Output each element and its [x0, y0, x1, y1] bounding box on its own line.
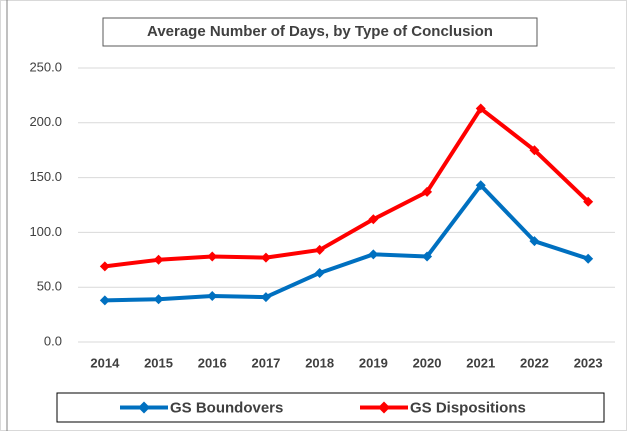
point-marker	[529, 145, 540, 156]
point-marker	[99, 295, 110, 306]
point-marker	[422, 186, 433, 197]
legend-marker	[138, 401, 150, 414]
y-tick-label: 50.0	[37, 279, 62, 294]
legend-label: GS Dispositions	[410, 399, 526, 416]
x-tick-label: 2019	[359, 355, 388, 370]
x-tick-label: 2017	[251, 355, 280, 370]
y-tick-label: 250.0	[29, 59, 62, 74]
x-tick-label: 2022	[520, 355, 549, 370]
point-marker	[368, 214, 379, 225]
point-marker	[583, 196, 594, 207]
point-marker	[153, 294, 164, 305]
point-marker	[475, 180, 486, 191]
x-tick-label: 2014	[90, 355, 120, 370]
point-marker	[99, 261, 110, 272]
series-line	[104, 183, 589, 303]
x-tick-label: 2020	[413, 355, 442, 370]
y-tick-label: 100.0	[29, 224, 62, 239]
y-tick-label: 150.0	[29, 169, 62, 184]
series-line	[104, 106, 590, 269]
point-marker	[422, 251, 433, 262]
point-marker	[207, 290, 218, 301]
point-marker	[314, 267, 325, 278]
point-marker	[475, 103, 486, 114]
legend-marker	[378, 401, 390, 414]
chart-title: Average Number of Days, by Type of Concl…	[147, 23, 493, 40]
point-marker	[314, 244, 325, 255]
x-tick-label: 2018	[305, 355, 334, 370]
x-tick-label: 2023	[574, 355, 603, 370]
point-marker	[583, 253, 594, 264]
point-marker	[153, 254, 164, 265]
point-marker	[207, 251, 218, 262]
x-tick-label: 2021	[466, 355, 495, 370]
point-marker	[260, 252, 271, 263]
title-box	[102, 17, 538, 47]
point-marker	[529, 236, 540, 247]
y-tick-label: 200.0	[29, 114, 62, 129]
x-tick-label: 2015	[144, 355, 173, 370]
x-tick-label: 2016	[198, 355, 227, 370]
legend-label: GS Boundovers	[170, 399, 283, 416]
point-marker	[368, 249, 379, 260]
point-marker	[260, 292, 271, 303]
y-tick-label: 0.0	[44, 333, 62, 348]
